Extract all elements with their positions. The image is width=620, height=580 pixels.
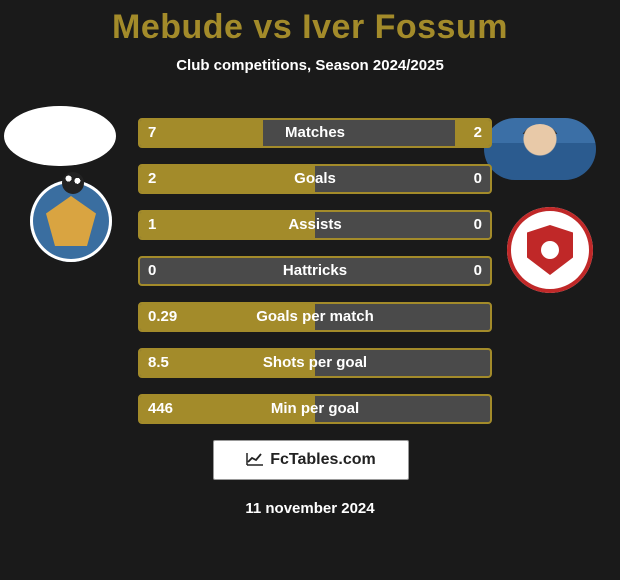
stat-row: 00Hattricks xyxy=(138,256,492,286)
brand-text: FcTables.com xyxy=(270,451,376,469)
stat-label: Assists xyxy=(138,210,492,240)
date-caption: 11 november 2024 xyxy=(0,500,620,517)
player-right-crest xyxy=(507,207,593,293)
stat-row: 446Min per goal xyxy=(138,394,492,424)
stat-label: Goals xyxy=(138,164,492,194)
comparison-card: Mebude vs Iver Fossum Club competitions,… xyxy=(0,0,620,580)
stat-row: 72Matches xyxy=(138,118,492,148)
stat-row: 20Goals xyxy=(138,164,492,194)
subtitle: Club competitions, Season 2024/2025 xyxy=(0,57,620,74)
chart-icon xyxy=(246,452,264,469)
stat-label: Goals per match xyxy=(138,302,492,332)
stat-label: Matches xyxy=(138,118,492,148)
stat-label: Shots per goal xyxy=(138,348,492,378)
stat-row: 10Assists xyxy=(138,210,492,240)
page-title: Mebude vs Iver Fossum xyxy=(0,0,620,47)
player-left-avatar xyxy=(4,106,116,166)
stat-bars: 72Matches 20Goals 10Assists 00Hattricks 0.29… xyxy=(138,118,492,440)
player-right-avatar xyxy=(484,118,596,180)
stat-label: Min per goal xyxy=(138,394,492,424)
stat-row: 8.5Shots per goal xyxy=(138,348,492,378)
stat-row: 0.29Goals per match xyxy=(138,302,492,332)
stat-label: Hattricks xyxy=(138,256,492,286)
brand-logo: FcTables.com xyxy=(213,440,409,480)
player-left-crest xyxy=(30,180,112,262)
